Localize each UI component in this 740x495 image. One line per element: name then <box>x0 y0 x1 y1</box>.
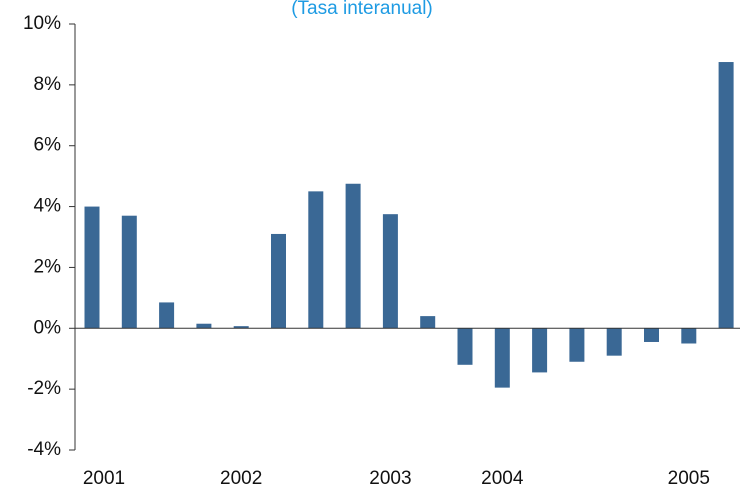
x-tick-label: 2002 <box>220 468 262 489</box>
y-tick-label: 10% <box>23 13 61 34</box>
bar <box>569 328 585 362</box>
y-tick-label: 6% <box>34 135 62 156</box>
y-tick-label: 2% <box>34 256 62 277</box>
bar <box>718 62 734 329</box>
bar <box>345 183 361 329</box>
bar <box>681 328 697 344</box>
x-tick-label: 2003 <box>369 468 411 489</box>
bar <box>420 316 436 329</box>
bar <box>532 328 548 373</box>
bar <box>382 214 398 329</box>
bar <box>606 328 622 356</box>
y-tick-label: 0% <box>34 317 62 338</box>
y-tick-label: -2% <box>27 378 61 399</box>
x-tick-label: 2001 <box>83 468 125 489</box>
bar <box>159 302 175 329</box>
y-tick-label: 8% <box>34 74 62 95</box>
x-tick-label: 2004 <box>481 468 524 489</box>
bar <box>196 323 212 329</box>
bar <box>271 233 286 329</box>
bar <box>121 215 137 329</box>
bar <box>644 328 659 342</box>
x-tick-label: 2005 <box>668 468 710 489</box>
bar <box>233 326 249 329</box>
bar <box>308 191 324 329</box>
y-tick-label: 4% <box>34 196 62 217</box>
y-tick-label: -4% <box>27 439 61 460</box>
bar <box>494 328 510 388</box>
bar <box>84 206 100 329</box>
chart-title: (Tasa interanual) <box>291 0 433 19</box>
bar <box>457 328 473 365</box>
